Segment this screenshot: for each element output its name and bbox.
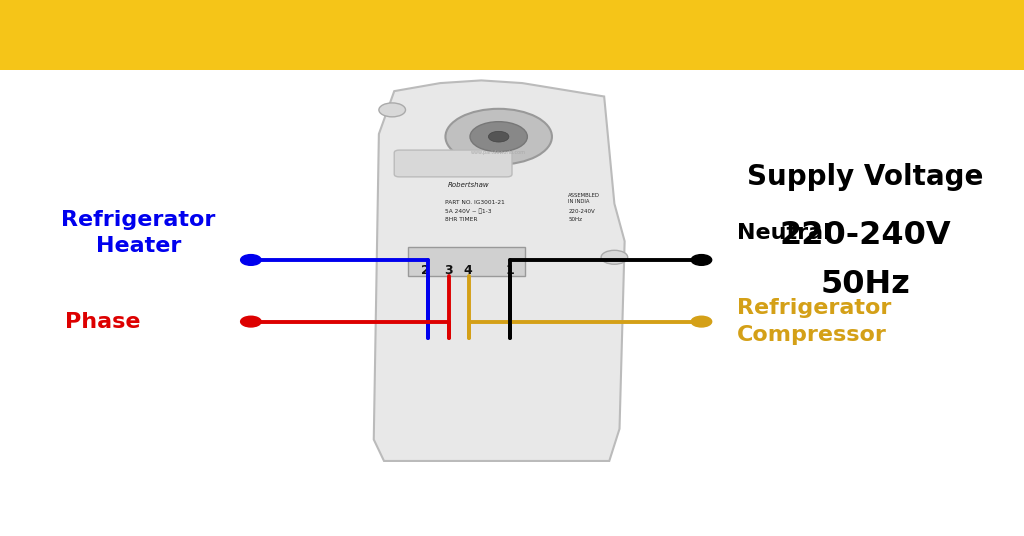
Text: www.partdoworld.com: www.partdoworld.com	[471, 150, 526, 155]
Text: 2: 2	[421, 264, 429, 277]
Text: Refrigerator
Heater: Refrigerator Heater	[61, 210, 215, 256]
Circle shape	[445, 109, 552, 165]
Text: 50Hz: 50Hz	[820, 269, 910, 300]
FancyBboxPatch shape	[408, 247, 525, 276]
Text: 5A 240V ~ ␴1-3: 5A 240V ~ ␴1-3	[445, 209, 492, 214]
Text: Phase: Phase	[65, 311, 140, 332]
Text: 4: 4	[464, 264, 472, 277]
Circle shape	[691, 316, 712, 327]
Bar	[0, 0, 1024, 70]
FancyBboxPatch shape	[394, 150, 512, 177]
Text: Supply Voltage: Supply Voltage	[748, 163, 983, 191]
Text: PART NO. IG3001-21: PART NO. IG3001-21	[445, 200, 505, 205]
Circle shape	[601, 250, 628, 264]
Polygon shape	[374, 80, 625, 461]
Text: 3: 3	[444, 264, 453, 277]
Circle shape	[488, 131, 509, 142]
Text: Refrigerator
Compressor: Refrigerator Compressor	[737, 299, 892, 345]
Text: 50Hz: 50Hz	[568, 217, 583, 222]
Text: Defrost timer wiring diagram: Defrost timer wiring diagram	[123, 12, 901, 57]
Circle shape	[241, 316, 261, 327]
Text: 220-240V: 220-240V	[568, 209, 595, 214]
Text: Neutral: Neutral	[737, 223, 831, 243]
Circle shape	[241, 255, 261, 265]
Circle shape	[470, 122, 527, 152]
Text: ASSEMBLED
IN INDIA: ASSEMBLED IN INDIA	[568, 193, 600, 204]
Circle shape	[379, 103, 406, 117]
Text: Robertshaw: Robertshaw	[449, 182, 489, 188]
Circle shape	[691, 255, 712, 265]
Text: 1: 1	[506, 264, 514, 277]
Text: 220-240V: 220-240V	[779, 220, 951, 251]
Text: 8HR TIMER: 8HR TIMER	[445, 217, 478, 222]
